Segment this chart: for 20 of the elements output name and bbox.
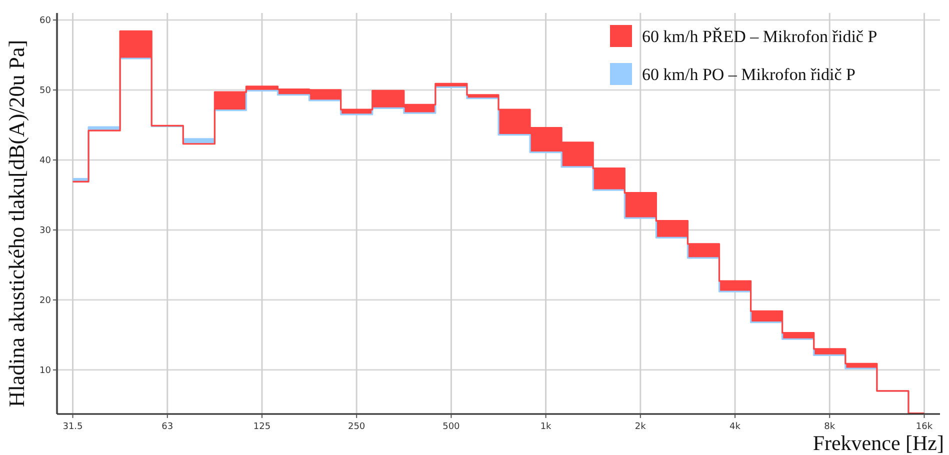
- y-tick-label: 30: [40, 226, 52, 236]
- x-tick-label: 250: [348, 422, 366, 432]
- legend-label: 60 km/h PŘED – Mikrofon řidič P: [642, 26, 878, 46]
- y-tick-label: 50: [40, 86, 52, 96]
- legend-label: 60 km/h PO – Mikrofon řidič P: [642, 64, 856, 84]
- y-tick-label: 20: [40, 296, 52, 306]
- x-tick-label: 31.5: [62, 422, 83, 432]
- y-tick-label: 10: [40, 366, 52, 376]
- x-axis-title: Frekvence [Hz]: [812, 431, 944, 455]
- y-tick-label: 60: [40, 16, 52, 26]
- x-tick-label: 16k: [916, 422, 934, 432]
- y-tick-label: 40: [40, 156, 52, 166]
- x-tick-label: 125: [253, 422, 271, 432]
- x-tick-label: 8k: [824, 422, 836, 432]
- x-tick-label: 4k: [730, 422, 742, 432]
- y-axis-title: Hladina akustického tlaku[dB(A)/20u Pa]: [4, 40, 29, 408]
- x-tick-label: 63: [162, 422, 174, 432]
- x-tick-label: 1k: [540, 422, 552, 432]
- x-tick-label: 2k: [634, 422, 647, 432]
- x-tick-label: 500: [442, 422, 460, 432]
